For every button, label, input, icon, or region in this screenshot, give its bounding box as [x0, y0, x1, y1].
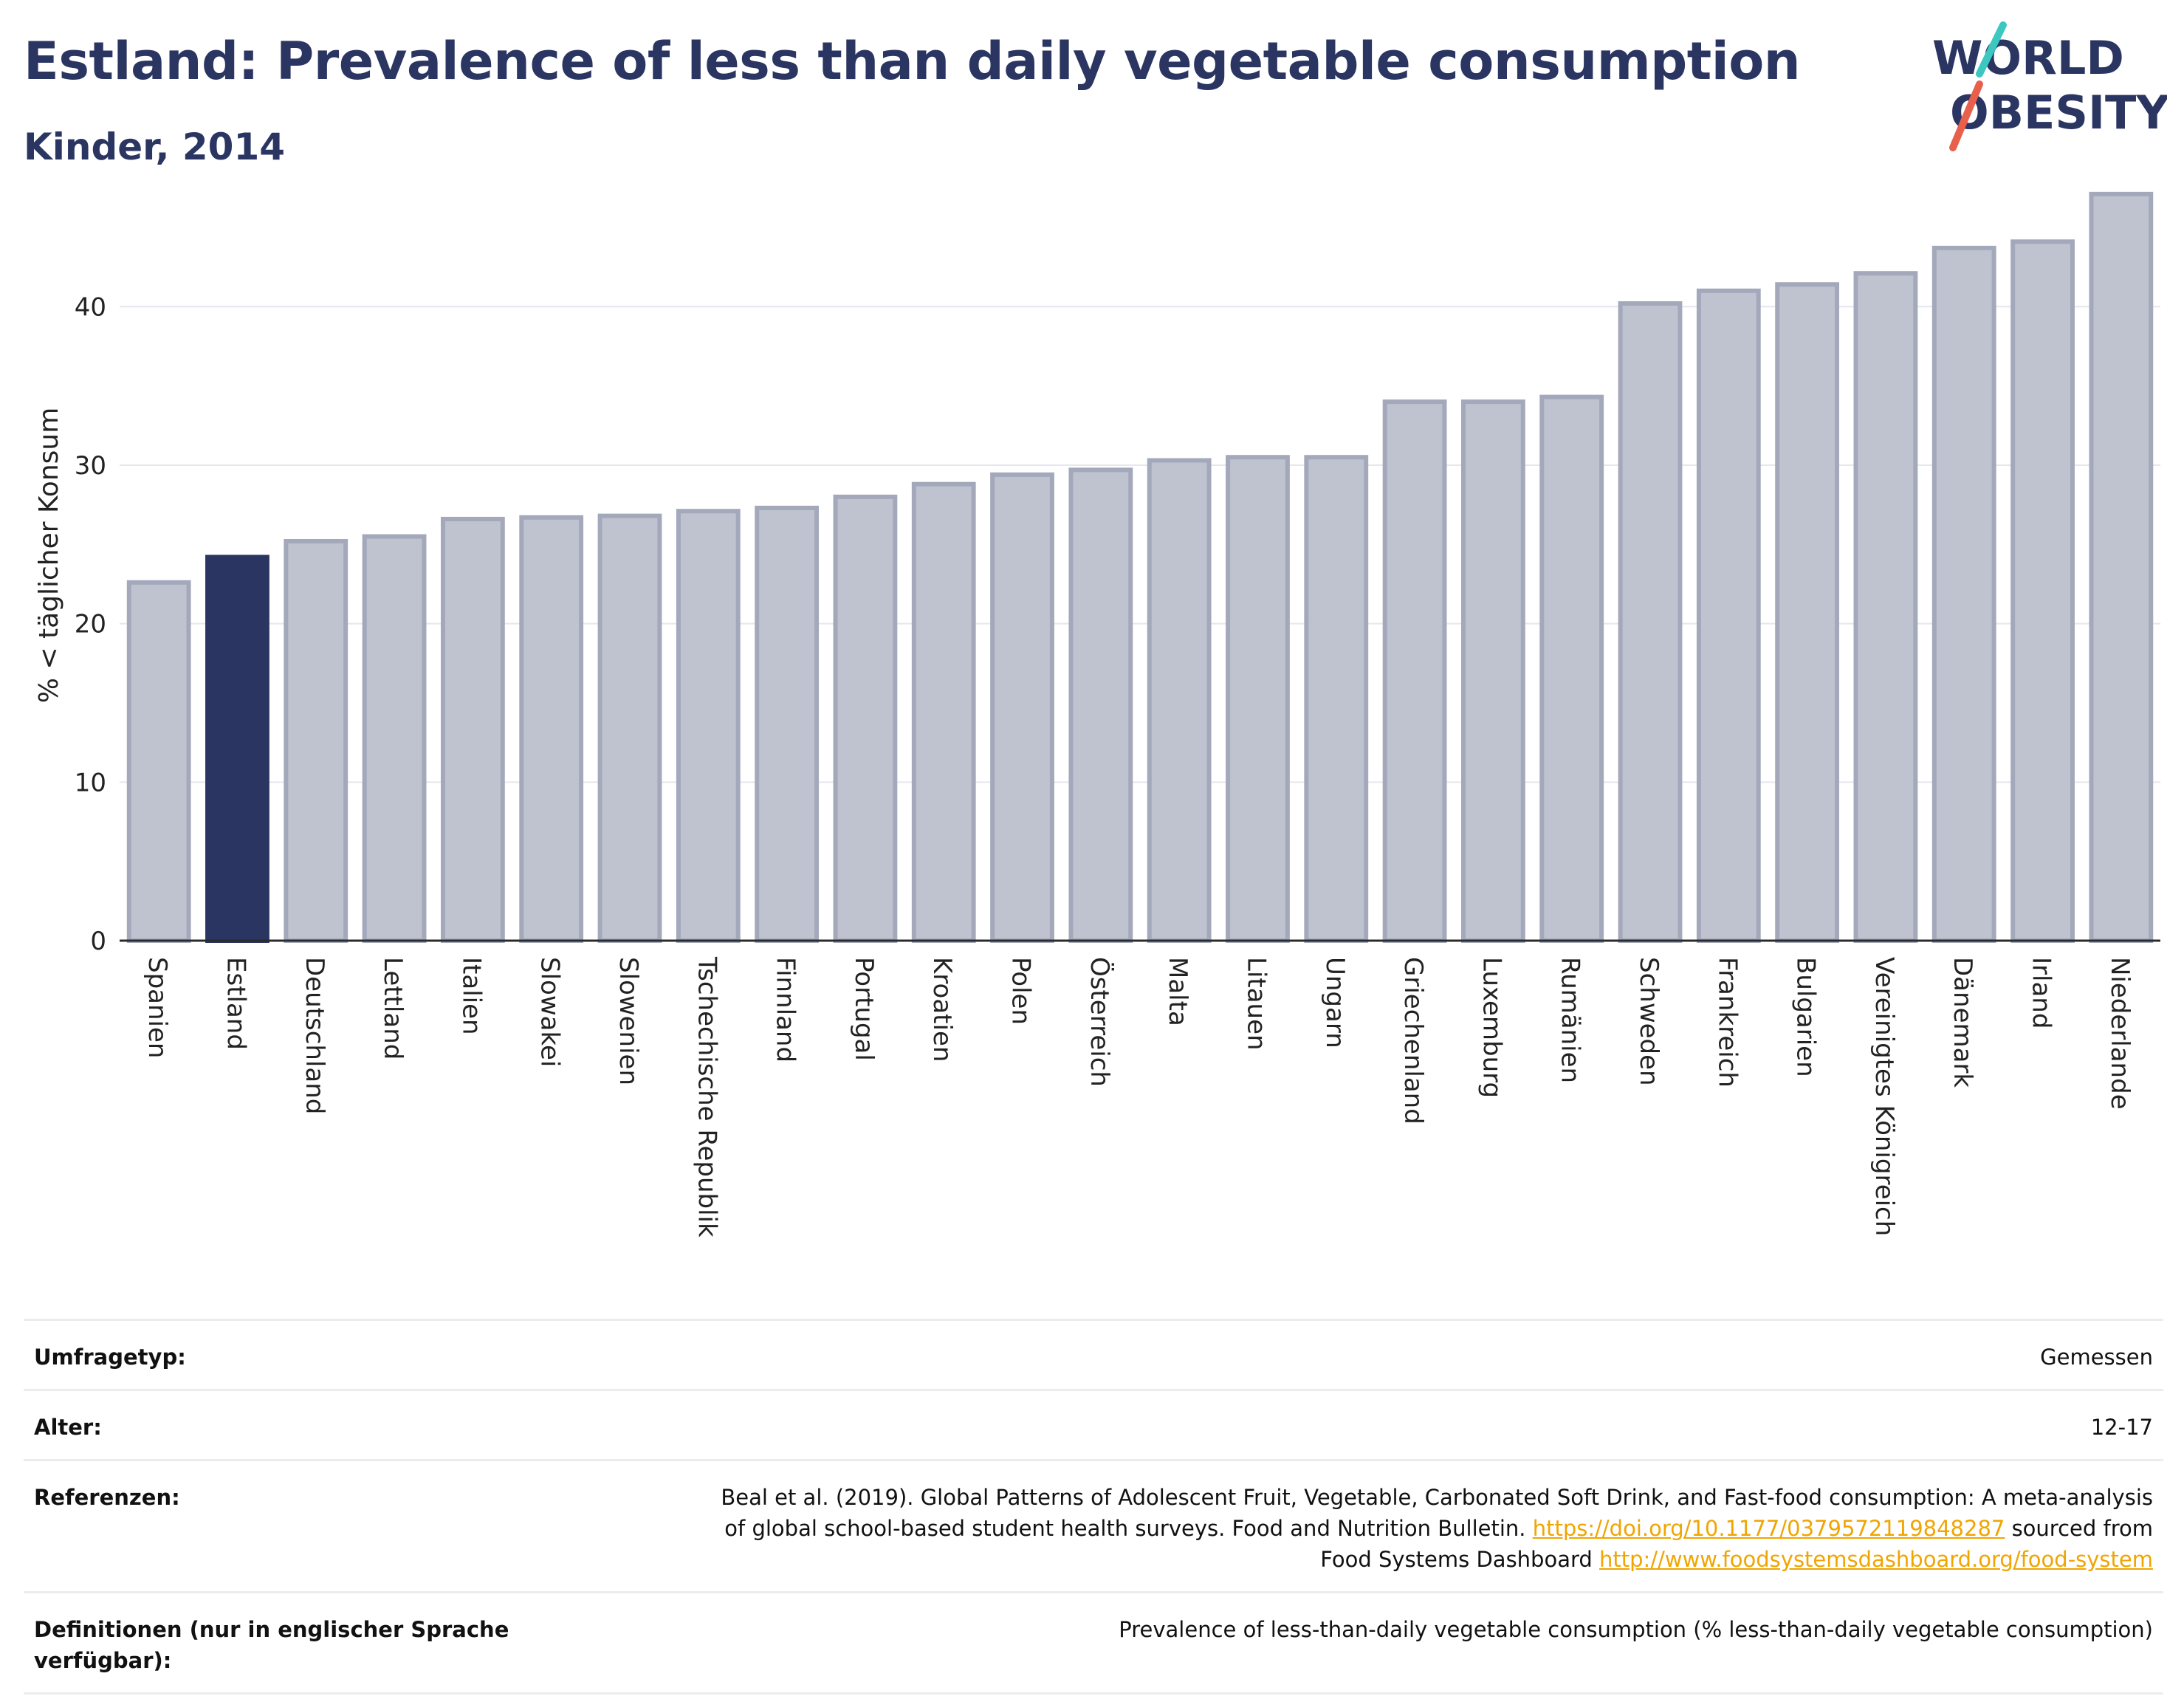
- info-row-survey-type: Umfragetyp: Gemessen: [24, 1321, 2163, 1391]
- info-value: 12-17: [2090, 1415, 2153, 1440]
- world-obesity-logo: WORLD OBESITY: [1932, 21, 2167, 151]
- info-key: Definitionen (nur in englischer Sprache …: [34, 1614, 566, 1676]
- x-tick-label: Deutschland: [300, 957, 329, 1114]
- y-tick-label: 10: [75, 768, 106, 797]
- bar-italien: [440, 516, 505, 943]
- logo-line1: WORLD: [1932, 31, 2124, 85]
- bar-portugal: [833, 494, 898, 943]
- y-axis-ticks: 0 10 20 30 40: [75, 292, 106, 956]
- info-key: Umfragetyp:: [34, 1345, 186, 1370]
- bar-vereinigtes-königreich: [1853, 271, 1918, 943]
- page-subtitle: Kinder, 2014: [24, 126, 286, 168]
- info-value: Prevalence of less-than-daily vegetable …: [1119, 1617, 2153, 1642]
- food-systems-link[interactable]: http://www.foodsystemsdashboard.org/food…: [1599, 1547, 2153, 1572]
- reference-text: of global school-based student health su…: [724, 1516, 1526, 1541]
- bar-spanien: [126, 580, 191, 943]
- x-tick-label: Tschechische Republik: [692, 956, 721, 1237]
- bar-ungarn: [1304, 455, 1369, 943]
- bar-kroatien: [911, 481, 976, 943]
- bar-frankreich: [1696, 288, 1761, 943]
- x-tick-label: Österreich: [1085, 957, 1115, 1087]
- bar-niederlande: [2089, 191, 2154, 943]
- chart-bars: [126, 191, 2154, 944]
- bar-estland: [205, 555, 269, 943]
- y-tick-label: 0: [90, 927, 106, 956]
- x-tick-label: Portugal: [849, 957, 879, 1061]
- x-tick-label: Schweden: [1634, 957, 1663, 1086]
- info-row-age: Alter: 12-17: [24, 1391, 2163, 1461]
- x-tick-label: Niederlande: [2105, 957, 2135, 1110]
- info-key-line: Definitionen (nur in englischer Sprache: [34, 1617, 509, 1642]
- bar-deutschland: [284, 539, 348, 943]
- x-tick-label: Irland: [2027, 957, 2056, 1029]
- bar-finnland: [755, 505, 820, 943]
- reference-text: sourced from: [2011, 1516, 2153, 1541]
- x-tick-label: Slowenien: [614, 957, 643, 1085]
- bar-irland: [2010, 239, 2075, 943]
- bar-litauen: [1226, 455, 1290, 943]
- bar-schweden: [1618, 301, 1683, 943]
- x-tick-label: Rumänien: [1556, 957, 1585, 1083]
- x-tick-label: Luxemburg: [1477, 957, 1506, 1098]
- bar-luxemburg: [1460, 399, 1525, 943]
- bar-polen: [990, 472, 1054, 943]
- reference-line-3: Food Systems Dashboard http://www.foodsy…: [566, 1544, 2153, 1575]
- doi-link[interactable]: https://doi.org/10.1177/0379572119848287: [1532, 1516, 2005, 1541]
- bar-rumänien: [1539, 394, 1604, 943]
- info-table: Umfragetyp: Gemessen Alter: 12-17 Refere…: [24, 1319, 2163, 1695]
- x-tick-label: Italien: [456, 957, 486, 1035]
- bar-lettland: [362, 534, 427, 943]
- info-row-definitions: Definitionen (nur in englischer Sprache …: [24, 1593, 2163, 1695]
- x-tick-label: Kroatien: [927, 957, 957, 1062]
- x-tick-label: Ungarn: [1320, 957, 1350, 1048]
- bar-dänemark: [1931, 245, 1996, 944]
- info-key-line: verfügbar):: [34, 1648, 172, 1673]
- logo-red-slash: [1949, 80, 1983, 151]
- x-tick-label: Malta: [1163, 957, 1192, 1026]
- bar-malta: [1147, 458, 1212, 943]
- x-tick-label: Dänemark: [1948, 957, 1977, 1088]
- reference-text: Food Systems Dashboard: [1320, 1547, 1593, 1572]
- x-axis-labels: Spanien Estland Deutschland Lettland Italien…: [142, 956, 2135, 1237]
- y-tick-label: 40: [75, 292, 106, 322]
- x-tick-label: Vereinigtes Königreich: [1869, 957, 1899, 1236]
- x-tick-label: Slowakei: [535, 957, 565, 1067]
- reference-line-2: of global school-based student health su…: [566, 1513, 2153, 1544]
- x-tick-label: Bulgarien: [1791, 957, 1821, 1077]
- x-tick-label: Griechenland: [1398, 957, 1428, 1125]
- x-tick-label: Frankreich: [1712, 957, 1742, 1088]
- bar-chart: 0 10 20 30 40 Spanien Estland Deutschland Lettl…: [34, 191, 2160, 1237]
- x-tick-label: Litauen: [1241, 957, 1271, 1051]
- info-key: Referenzen:: [34, 1485, 180, 1510]
- x-tick-label: Finnland: [771, 957, 800, 1062]
- page-title: Estland: Prevalence of less than daily v…: [24, 31, 1801, 92]
- bar-tschechische-republik: [676, 509, 741, 943]
- bar-slowenien: [597, 513, 662, 943]
- bar-österreich: [1068, 467, 1133, 943]
- x-tick-label: Spanien: [142, 957, 172, 1058]
- y-tick-label: 30: [75, 451, 106, 481]
- logo-line2: OBESITY: [1950, 86, 2167, 140]
- bar-slowakei: [519, 515, 584, 943]
- info-row-references: Referenzen: Beal et al. (2019). Global P…: [24, 1461, 2163, 1593]
- bar-bulgarien: [1775, 282, 1840, 944]
- info-value: Beal et al. (2019). Global Patterns of A…: [566, 1482, 2153, 1575]
- bar-griechenland: [1382, 399, 1447, 943]
- x-tick-label: Lettland: [378, 957, 408, 1060]
- y-axis-label: % < täglicher Konsum: [34, 408, 64, 704]
- x-tick-label: Estland: [221, 957, 250, 1050]
- info-key: Alter:: [34, 1415, 102, 1440]
- y-tick-label: 20: [75, 610, 106, 639]
- reference-line-1: Beal et al. (2019). Global Patterns of A…: [721, 1485, 2153, 1510]
- x-tick-label: Polen: [1006, 957, 1036, 1025]
- info-value: Gemessen: [2040, 1345, 2153, 1370]
- logo-teal-slash: [1976, 21, 2007, 78]
